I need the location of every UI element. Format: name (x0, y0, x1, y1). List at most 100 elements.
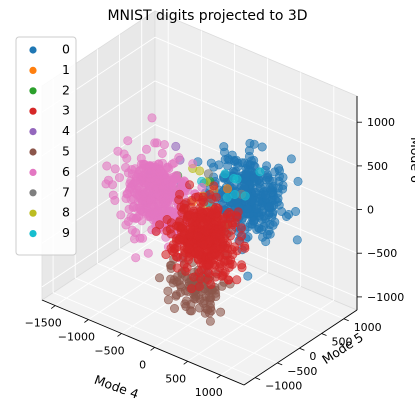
x-axis-line (41, 299, 245, 386)
data-point-digit-3 (204, 268, 214, 278)
data-point-digit-6 (197, 183, 207, 193)
data-point-digit-3 (185, 244, 195, 254)
data-point-digit-3 (185, 218, 195, 228)
data-point-digit-6 (143, 248, 153, 258)
data-point-digit-6 (116, 210, 126, 220)
x-tick-label: 0 (139, 358, 146, 371)
data-point-digit-3 (193, 231, 203, 241)
data-point-digit-3 (211, 192, 221, 202)
data-point-digit-6 (163, 183, 173, 193)
data-point-digit-6 (121, 163, 131, 173)
data-point-digit-6 (123, 136, 133, 146)
data-point-digit-6 (188, 159, 198, 169)
data-point-digit-0 (249, 216, 259, 226)
data-point-digit-1 (223, 184, 233, 194)
data-point-digit-3 (187, 284, 197, 294)
y-grid-line (52, 292, 256, 379)
x-grid-line (220, 299, 335, 376)
y-grid-line (119, 248, 322, 334)
data-point-digit-6 (132, 190, 142, 200)
data-point-digit-0 (265, 202, 275, 212)
data-point-digit-5 (163, 286, 173, 296)
legend-marker-8 (29, 209, 37, 217)
data-point-digit-0 (224, 155, 234, 165)
data-point-digit-0 (258, 232, 268, 242)
legend-label-5: 5 (62, 144, 70, 159)
data-point-digit-6 (174, 153, 184, 163)
legend-label-8: 8 (62, 205, 70, 220)
data-point-digit-6 (144, 212, 154, 222)
legend-marker-3 (29, 107, 37, 115)
data-point-digit-3 (196, 274, 206, 284)
data-point-digit-6 (144, 203, 154, 213)
data-point-digit-0 (243, 204, 253, 214)
axis-lines (41, 96, 358, 386)
legend-label-6: 6 (62, 164, 70, 179)
y-tick-label: 0 (309, 350, 316, 363)
data-point-digit-3 (210, 260, 220, 270)
data-point-digit-0 (265, 183, 275, 193)
data-point-digit-5 (206, 293, 216, 303)
data-point-digit-0 (260, 190, 270, 200)
x-tick-label: 1000 (195, 386, 223, 399)
legend-marker-2 (29, 87, 37, 95)
x-tick-label: −1500 (25, 317, 62, 330)
y-tick-label: −500 (287, 365, 317, 378)
legend-label-7: 7 (62, 184, 70, 199)
series-3 (151, 180, 250, 294)
data-point-digit-3 (185, 180, 195, 190)
data-point-digit-0 (293, 176, 303, 186)
data-point-digit-6 (152, 138, 162, 148)
data-point-digit-6 (102, 161, 112, 171)
data-point-digit-5 (171, 291, 181, 301)
data-point-digit-3 (226, 210, 236, 220)
data-point-digit-3 (217, 221, 227, 231)
data-point-digit-3 (172, 263, 182, 273)
z-grid-line (41, 211, 156, 288)
data-point-digit-5 (155, 273, 165, 283)
data-point-digit-3 (185, 230, 195, 240)
data-point-digit-3 (211, 243, 221, 253)
data-point-digit-3 (209, 181, 219, 191)
data-point-digit-6 (172, 171, 182, 181)
legend-label-1: 1 (62, 62, 70, 77)
data-point-digit-6 (126, 212, 136, 222)
data-point-digit-0 (220, 147, 230, 157)
data-point-digit-5 (191, 294, 201, 304)
data-point-digit-9 (232, 174, 242, 184)
data-point-digit-8 (195, 166, 205, 176)
data-point-digit-3 (179, 203, 189, 213)
x-tick-mark (183, 360, 188, 365)
data-point-digit-5 (175, 280, 185, 290)
legend-marker-0 (29, 46, 37, 54)
data-point-digit-0 (254, 223, 264, 233)
data-point-digit-5 (187, 306, 197, 316)
data-point-digit-3 (175, 189, 185, 199)
y-grid-line (75, 277, 278, 364)
x-tick-mark (84, 319, 89, 323)
z-axis-label: Mode 6 (408, 137, 415, 183)
data-point-digit-0 (249, 173, 259, 183)
data-point-digit-6 (119, 149, 129, 159)
data-point-digit-5 (205, 316, 215, 326)
data-point-digit-6 (129, 202, 139, 212)
data-point-digit-0 (241, 169, 251, 179)
data-point-digit-6 (157, 148, 167, 158)
data-point-digit-6 (159, 140, 169, 150)
data-point-digit-9 (240, 191, 250, 201)
data-point-digit-3 (193, 192, 203, 202)
data-point-digit-0 (206, 158, 216, 168)
data-point-digit-6 (108, 190, 118, 200)
y-tick-mark (254, 377, 261, 380)
scatter-points (101, 113, 303, 326)
data-point-digit-3 (193, 254, 203, 264)
data-point-digit-0 (292, 235, 302, 245)
data-point-digit-3 (213, 204, 223, 214)
data-point-digit-6 (147, 189, 157, 199)
data-point-digit-6 (154, 174, 164, 184)
chart-title: MNIST digits projected to 3D (107, 8, 308, 24)
data-point-digit-6 (110, 164, 120, 174)
data-point-digit-3 (182, 262, 192, 272)
legend-marker-4 (29, 128, 37, 136)
